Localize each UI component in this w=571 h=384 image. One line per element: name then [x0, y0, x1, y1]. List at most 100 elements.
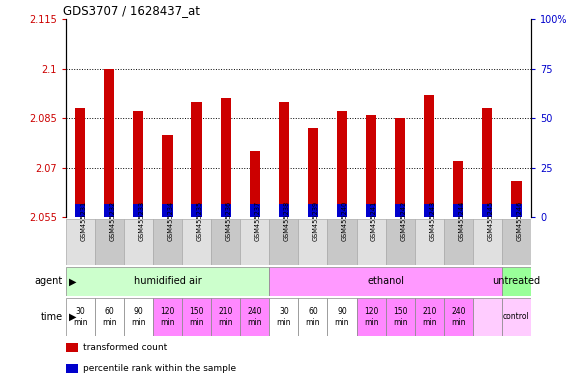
Bar: [162, 134, 172, 204]
Bar: [356, 298, 385, 336]
Bar: [104, 69, 114, 204]
Bar: [182, 298, 211, 336]
Text: 60
min: 60 min: [305, 307, 320, 327]
Bar: [415, 219, 444, 265]
Text: GSM455240: GSM455240: [342, 201, 348, 242]
Bar: [424, 204, 435, 217]
Bar: [153, 298, 182, 336]
Bar: [482, 204, 493, 217]
Text: GDS3707 / 1628437_at: GDS3707 / 1628437_at: [63, 3, 200, 17]
Bar: [279, 204, 289, 217]
Bar: [298, 298, 327, 336]
Bar: [162, 204, 172, 217]
Text: transformed count: transformed count: [83, 343, 167, 352]
Bar: [366, 115, 376, 204]
Text: 90
min: 90 min: [335, 307, 349, 327]
Text: GSM455245: GSM455245: [488, 201, 493, 242]
Text: time: time: [41, 312, 63, 322]
Bar: [444, 298, 473, 336]
Bar: [453, 204, 464, 217]
Bar: [270, 298, 298, 336]
Bar: [75, 108, 85, 204]
Text: 90
min: 90 min: [131, 307, 146, 327]
Text: GSM455241: GSM455241: [371, 201, 377, 241]
Bar: [66, 267, 270, 296]
Bar: [395, 118, 405, 204]
Bar: [327, 219, 356, 265]
Text: 120
min: 120 min: [160, 307, 175, 327]
Bar: [308, 204, 318, 217]
Bar: [366, 204, 376, 217]
Text: 30
min: 30 min: [276, 307, 291, 327]
Bar: [395, 204, 405, 217]
Bar: [191, 102, 202, 204]
Bar: [211, 298, 240, 336]
Text: GSM455242: GSM455242: [400, 201, 406, 242]
Bar: [337, 111, 347, 204]
Bar: [482, 108, 493, 204]
Bar: [385, 298, 415, 336]
Bar: [124, 298, 153, 336]
Bar: [337, 204, 347, 217]
Bar: [191, 204, 202, 217]
Text: 60
min: 60 min: [102, 307, 116, 327]
Bar: [415, 298, 444, 336]
Bar: [95, 298, 124, 336]
Bar: [124, 219, 153, 265]
Bar: [502, 298, 531, 336]
Bar: [473, 219, 502, 265]
Bar: [502, 219, 531, 265]
Text: GSM455244: GSM455244: [459, 201, 464, 242]
Bar: [95, 219, 124, 265]
Bar: [502, 267, 531, 296]
Text: control: control: [503, 312, 530, 321]
Text: ▶: ▶: [69, 312, 76, 322]
Bar: [240, 219, 270, 265]
Bar: [356, 219, 385, 265]
Bar: [512, 204, 521, 217]
Text: humidified air: humidified air: [134, 276, 202, 286]
Text: ▶: ▶: [69, 276, 76, 286]
Bar: [385, 219, 415, 265]
Text: 210
min: 210 min: [218, 307, 233, 327]
Text: GSM455236: GSM455236: [226, 201, 232, 241]
Bar: [66, 298, 95, 336]
Bar: [133, 111, 143, 204]
Bar: [327, 298, 356, 336]
Bar: [220, 204, 231, 217]
Bar: [240, 298, 270, 336]
Text: 210
min: 210 min: [422, 307, 436, 327]
Text: 30
min: 30 min: [73, 307, 87, 327]
Text: 240
min: 240 min: [451, 307, 465, 327]
Bar: [250, 204, 260, 217]
Bar: [298, 219, 327, 265]
Bar: [308, 128, 318, 204]
Text: GSM455234: GSM455234: [167, 201, 174, 241]
Text: GSM455233: GSM455233: [138, 201, 144, 241]
Bar: [512, 181, 521, 204]
Bar: [453, 161, 464, 204]
Bar: [473, 298, 502, 336]
Bar: [104, 204, 114, 217]
Text: agent: agent: [35, 276, 63, 286]
Text: 150
min: 150 min: [393, 307, 407, 327]
Text: 240
min: 240 min: [247, 307, 262, 327]
Bar: [220, 98, 231, 204]
Bar: [75, 204, 85, 217]
Bar: [424, 95, 435, 204]
Text: GSM455235: GSM455235: [196, 201, 203, 241]
Text: GSM455238: GSM455238: [284, 201, 290, 241]
Bar: [250, 151, 260, 204]
Text: 150
min: 150 min: [190, 307, 204, 327]
Text: 120
min: 120 min: [364, 307, 379, 327]
Bar: [270, 219, 298, 265]
Text: GSM455232: GSM455232: [109, 201, 115, 241]
Bar: [279, 102, 289, 204]
Text: GSM455239: GSM455239: [313, 201, 319, 241]
Text: GSM455246: GSM455246: [517, 201, 522, 242]
Bar: [270, 267, 502, 296]
Text: percentile rank within the sample: percentile rank within the sample: [83, 364, 236, 373]
Text: GSM455237: GSM455237: [255, 201, 261, 241]
Bar: [182, 219, 211, 265]
Bar: [211, 219, 240, 265]
